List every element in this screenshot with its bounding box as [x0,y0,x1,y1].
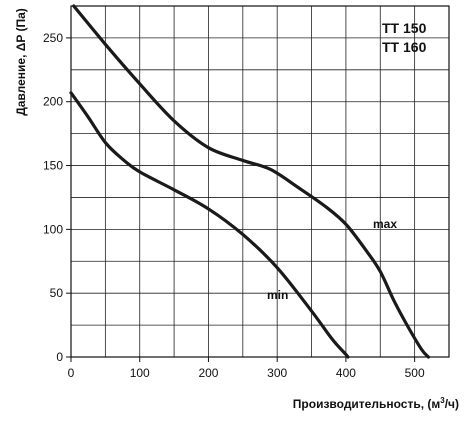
x-tick-label: 100 [130,366,150,380]
x-tick-label: 500 [405,366,425,380]
legend-entry-1: TT 150 [382,20,427,36]
y-tick-label: 200 [43,95,63,109]
y-tick-label: 150 [43,159,63,173]
y-tick-label: 0 [56,350,63,364]
grid [70,5,450,358]
legend-entry-2: TT 160 [382,39,427,55]
x-axis-title-sup: 3 [440,396,445,405]
series-line-max [72,4,430,359]
plot-frame [70,5,450,358]
curves [69,4,430,359]
labels: TT 150 TT 160 max min Давление, ΔP (Па) … [14,8,459,411]
ticks: 0 100 200 300 400 500 0 50 100 150 200 250 [43,31,425,380]
x-tick-label: 200 [198,366,218,380]
y-tick-label: 250 [43,31,63,45]
x-tick-label: 0 [68,366,75,380]
x-axis-title-tail: /ч) [445,397,459,411]
y-tick-label: 100 [43,222,63,236]
series-label-max: max [373,217,397,231]
y-tick-label: 50 [50,286,64,300]
y-axis-title: Давление, ΔP (Па) [14,8,28,116]
x-axis-title-main: Производительность, (м [293,397,441,411]
x-axis-title: Производительность, (м3/ч) [293,396,459,411]
x-tick-label: 300 [267,366,287,380]
series-label-min: min [267,288,288,302]
x-tick-label: 400 [336,366,356,380]
series-line-min [69,91,350,359]
